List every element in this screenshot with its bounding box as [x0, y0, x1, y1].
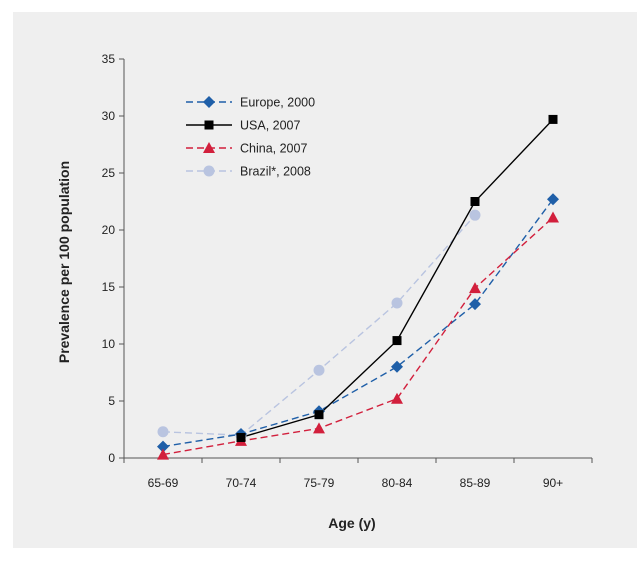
legend: Europe, 2000 USA, 2007 China, 2007 Brazil*,…: [186, 96, 315, 179]
x-tick-label: 85-89: [460, 476, 491, 490]
y-tick-label: 20: [102, 223, 116, 237]
data-point-brazil-2008: [313, 364, 325, 376]
x-tick-label: 75-79: [304, 476, 335, 490]
data-point-usa-2007: [236, 432, 246, 442]
legend-label-usa-2007: USA, 2007: [240, 119, 301, 133]
y-tick-label: 30: [102, 109, 116, 123]
x-tick-label: 70-74: [226, 476, 257, 490]
y-tick-label: 15: [102, 280, 116, 294]
x-tick-label: 80-84: [382, 476, 413, 490]
data-point-brazil-2008: [469, 209, 481, 221]
legend-marker-usa-2007: [204, 120, 214, 130]
y-tick-label: 5: [108, 394, 115, 408]
data-point-europe-2000: [157, 440, 169, 453]
data-point-brazil-2008: [391, 297, 403, 309]
data-point-usa-2007: [548, 114, 558, 124]
data-point-china-2007: [313, 422, 325, 434]
legend-label-brazil-2008: Brazil*, 2008: [240, 165, 311, 179]
chart-panel: [13, 12, 637, 548]
axes: 0 5 10 15 20 25 30 35 65-69 70-74 75-79 80-84 85-89 9…: [102, 52, 593, 490]
legend-marker-china-2007: [203, 142, 215, 153]
legend-marker-europe-2000: [203, 96, 215, 108]
data-point-usa-2007: [314, 410, 324, 420]
data-point-europe-2000: [391, 360, 403, 373]
y-tick-label: 10: [102, 337, 116, 351]
data-point-china-2007: [547, 211, 559, 223]
legend-marker-brazil-2008: [203, 165, 215, 177]
data-point-europe-2000: [469, 298, 481, 311]
data-point-brazil-2008: [157, 426, 169, 438]
data-point-europe-2000: [547, 193, 559, 206]
y-axis-label: Prevalence per 100 population: [56, 161, 72, 363]
x-tick-label: 65-69: [148, 476, 179, 490]
x-axis-label: Age (y): [328, 515, 375, 531]
y-tick-label: 25: [102, 166, 116, 180]
series-line-china-2007: [162, 216, 554, 456]
data-point-usa-2007: [392, 336, 402, 346]
data-point-china-2007: [469, 282, 481, 294]
series-markers: [157, 114, 559, 460]
x-tick-label: 90+: [543, 476, 563, 490]
data-point-china-2007: [157, 448, 169, 460]
data-point-usa-2007: [470, 197, 480, 206]
legend-label-china-2007: China, 2007: [240, 142, 307, 156]
data-point-china-2007: [391, 392, 403, 404]
y-tick-label: 35: [102, 52, 116, 66]
legend-label-europe-2000: Europe, 2000: [240, 96, 315, 110]
y-tick-label: 0: [108, 451, 115, 465]
